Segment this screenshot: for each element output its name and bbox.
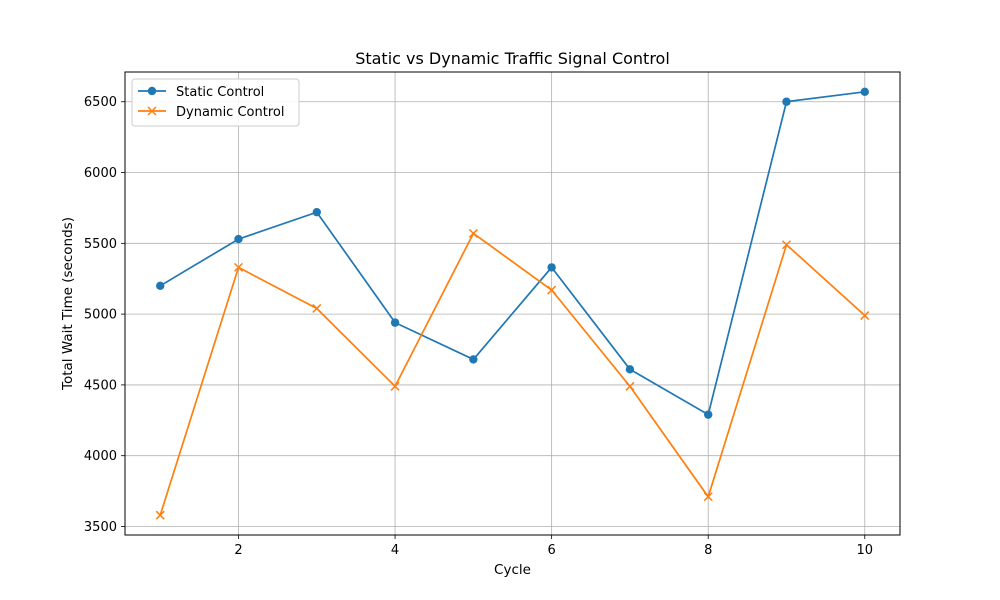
data-point: [390, 318, 400, 327]
data-point: [781, 240, 792, 250]
data-point: [547, 263, 556, 272]
series-dynamic-control: [155, 228, 870, 520]
legend-box: [131, 78, 300, 127]
legend: Static Control Dynamic Control: [131, 78, 300, 127]
data-point: [625, 365, 635, 374]
data-point: [155, 510, 165, 520]
y-tick-label: 5000: [84, 308, 117, 323]
data-point: [312, 207, 321, 217]
series-line-static-control: [159, 90, 865, 416]
data-point: [547, 285, 557, 295]
y-tick-label: 6000: [84, 166, 117, 181]
y-tick-label: 4500: [84, 378, 117, 393]
data-point: [233, 262, 244, 272]
data-point: [625, 381, 635, 391]
x-tick-label: 4: [391, 543, 399, 558]
legend-marker-dynamic: [147, 106, 157, 116]
y-axis-label: Total Wait Time (seconds): [60, 217, 76, 391]
data-point: [234, 234, 243, 244]
series-line-dynamic-control: [159, 232, 866, 516]
data-point: [312, 303, 322, 313]
x-axis-label: Cycle: [494, 562, 531, 578]
data-point: [860, 311, 870, 321]
grid: [125, 72, 900, 535]
x-tick-label: 6: [548, 543, 556, 558]
data-point: [703, 492, 713, 502]
x-tick-label: 2: [234, 543, 242, 558]
x-tick-label: 10: [856, 543, 873, 558]
data-point: [860, 87, 869, 97]
data-point: [390, 381, 400, 391]
legend-marker-static: [147, 86, 157, 96]
legend-label-dynamic: Dynamic Control: [176, 105, 284, 120]
data-point: [468, 228, 478, 238]
axis-ticks: 2 4 6 8 10 3500 4000 4500 5000 5500 6000 6500: [84, 95, 873, 558]
chart-title: Static vs Dynamic Traffic Signal Control: [355, 49, 670, 68]
data-point: [704, 410, 713, 419]
x-tick-label: 8: [704, 543, 712, 558]
data-point: [156, 281, 165, 291]
series-static-control: [156, 87, 869, 419]
data-point: [469, 355, 478, 364]
data-point: [782, 97, 791, 106]
y-tick-label: 5500: [84, 237, 117, 252]
series-layer: [155, 87, 870, 520]
legend-label-static: Static Control: [176, 85, 264, 100]
plot-frame: [124, 71, 901, 536]
y-tick-label: 4000: [84, 449, 117, 464]
y-tick-label: 6500: [84, 95, 117, 110]
y-tick-label: 3500: [84, 520, 117, 535]
